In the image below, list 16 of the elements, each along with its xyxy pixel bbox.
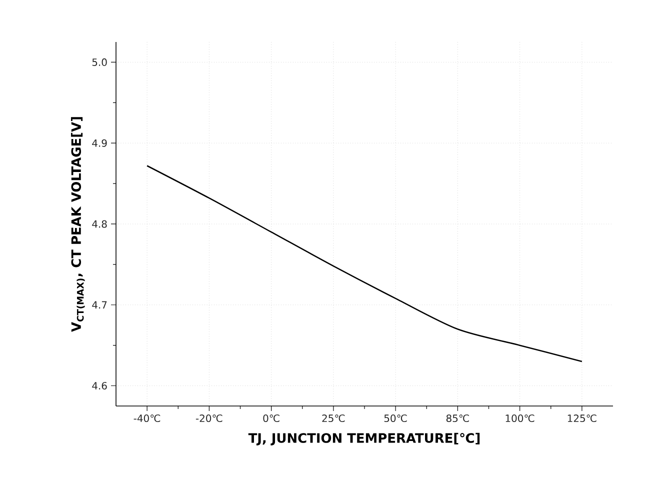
y-tick-label: 4.9 (92, 139, 107, 147)
y-tick-label: 4.8 (92, 220, 107, 228)
x-axis-title: TJ, JUNCTION TEMPERATURE[℃] (248, 432, 480, 446)
x-tick-label: -20℃ (196, 414, 222, 422)
x-tick-label: 125℃ (568, 414, 596, 422)
y-tick-label: 4.6 (92, 382, 107, 390)
y-tick-label: 5.0 (92, 58, 107, 66)
x-tick-label: 85℃ (446, 414, 469, 422)
x-tick-label: 100℃ (506, 414, 534, 422)
x-tick-label: 0℃ (263, 414, 280, 422)
y-axis-title: V$_{CT(MAX)}$, CT PEAK VOLTAGE[V] (71, 117, 85, 332)
y-tick-label: 4.7 (92, 301, 107, 309)
x-tick-label: -40℃ (134, 414, 160, 422)
line-series (146, 165, 583, 362)
x-tick-label: 25℃ (322, 414, 345, 422)
x-tick-label: 50℃ (384, 414, 407, 422)
